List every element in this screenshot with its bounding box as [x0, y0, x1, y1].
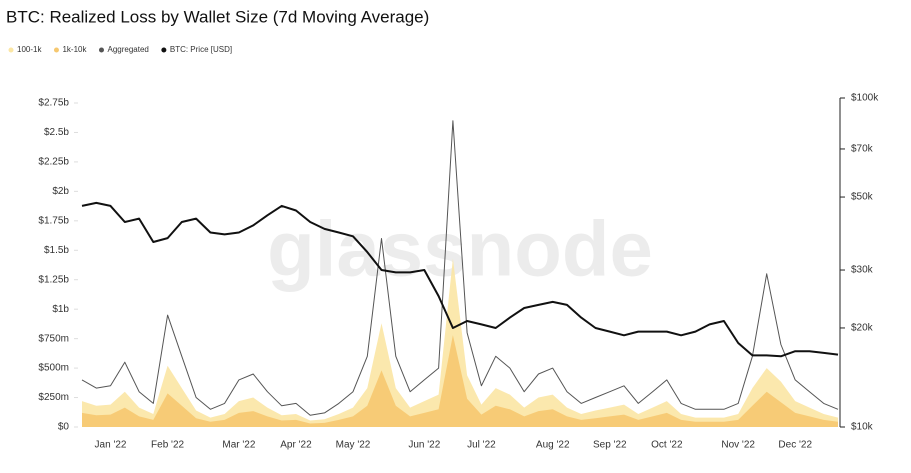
legend-marker	[98, 47, 104, 53]
x-tick-label: Jun '22	[408, 440, 440, 451]
x-tick-label: Jan '22	[95, 440, 127, 451]
watermark: glassnode	[267, 205, 653, 293]
y-tick-label: $2b	[52, 186, 69, 197]
y-tick-label: $1.75b	[38, 215, 69, 226]
x-tick-label: Nov '22	[721, 440, 755, 451]
y-tick-label: $250m	[38, 392, 69, 403]
y-tick-label: $0	[58, 422, 70, 433]
x-tick-label: Oct '22	[651, 440, 683, 451]
y2-tick-label: $100k	[851, 93, 879, 104]
y-tick-label: $2.5b	[44, 127, 69, 138]
y-tick-label: $2.25b	[38, 157, 69, 168]
legend-label: 1k-10k	[62, 45, 87, 54]
legend-marker	[53, 47, 59, 53]
series-line	[81, 120, 839, 416]
y-tick-label: $1.5b	[44, 245, 69, 256]
x-tick-label: Apr '22	[280, 440, 312, 451]
legend: 100-1k 1k-10k Aggregated BTC: Price [USD]	[8, 45, 232, 54]
x-tick-label: Sep '22	[593, 440, 627, 451]
x-tick-label: Jul '22	[467, 440, 496, 451]
y-tick-label: $2.75b	[38, 98, 69, 109]
y2-tick-label: $30k	[851, 265, 874, 276]
legend-marker	[161, 47, 167, 53]
x-tick-label: Dec '22	[778, 440, 812, 451]
legend-marker	[8, 47, 14, 53]
y-tick-label: $1.25b	[38, 274, 69, 285]
legend-label: 100-1k	[17, 45, 42, 54]
y2-tick-label: $70k	[851, 144, 874, 155]
y-tick-label: $750m	[38, 333, 69, 344]
chart-title: BTC: Realized Loss by Wallet Size (7d Mo…	[6, 7, 429, 26]
x-tick-label: Feb '22	[151, 440, 184, 451]
area	[82, 258, 838, 427]
price-line	[81, 201, 839, 358]
y2-tick-label: $20k	[851, 323, 874, 334]
y2-tick-label: $50k	[851, 192, 874, 203]
y2-tick-label: $10k	[851, 422, 874, 433]
x-tick-label: Aug '22	[536, 440, 570, 451]
x-tick-label: Mar '22	[222, 440, 255, 451]
y-tick-label: $1b	[52, 304, 69, 315]
x-tick-label: May '22	[336, 440, 371, 451]
legend-label: Aggregated	[107, 45, 148, 54]
legend-label: BTC: Price [USD]	[170, 45, 232, 54]
y-tick-label: $500m	[38, 363, 69, 374]
area	[82, 335, 838, 427]
